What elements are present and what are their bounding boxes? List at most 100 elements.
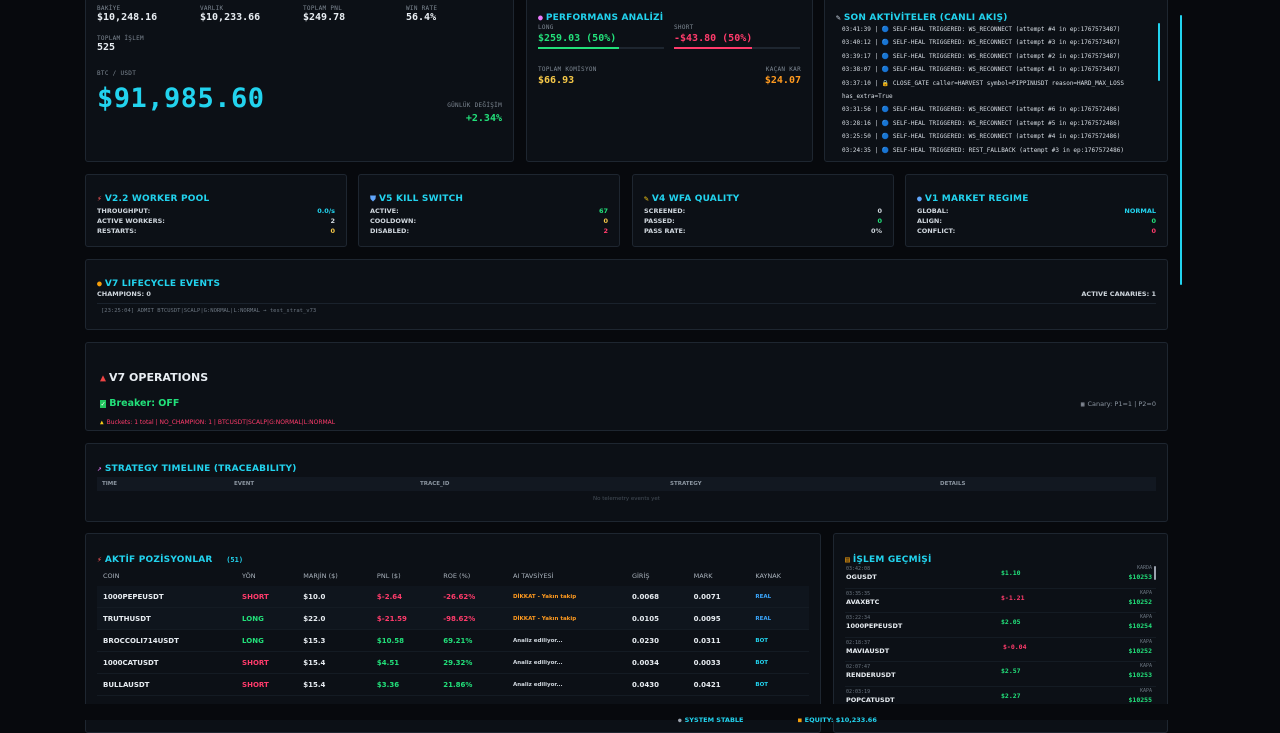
positions-col-header[interactable]: GİRİŞ <box>631 572 650 580</box>
positions-col-header[interactable]: COIN <box>103 572 120 580</box>
position-side: SHORT <box>236 586 298 608</box>
timeline-panel: ↗ STRATEGY TIMELINE (TRACEABILITY) TIME E… <box>85 443 1168 522</box>
assets-value: $10,233.66 <box>200 12 261 23</box>
position-mark: 0.0311 <box>687 629 750 652</box>
timeline-title: STRATEGY TIMELINE (TRACEABILITY) <box>104 464 297 474</box>
pencil-icon: ✎ <box>644 194 649 203</box>
position-roe: -98.62% <box>437 607 507 630</box>
canary-icon: ▦ <box>1080 401 1085 408</box>
history-coin: POPCATUSDT <box>846 695 895 704</box>
col-trace: TRACE_ID <box>420 481 450 487</box>
position-mark: 0.0033 <box>687 651 750 674</box>
history-coin: AVAXBTC <box>846 597 880 606</box>
activity-line: 03:28:16 | 🔵 SELF-HEAL TRIGGERED: WS_REC… <box>842 119 1121 127</box>
positions-panel: ⚡ AKTİF POZİSYONLAR (51) COIN YÖN MARJİN ($… <box>85 533 821 733</box>
activity-scrollbar[interactable] <box>1158 23 1160 81</box>
position-row[interactable]: BROCCOLI714USDT LONG $15.3 $10.58 69.21% Anal… <box>97 629 809 652</box>
restarts-row: RESTARTS: 0 <box>97 227 335 235</box>
position-row[interactable]: TRUTHUSDT LONG $22.0 $-21.59 -98.62% DİKKAT -… <box>97 607 809 630</box>
market-regime-panel: ● V1 MARKET REGIME GLOBAL: NORMAL ALIGN: 0 … <box>905 174 1168 247</box>
regime-align-row: ALIGN: 0 <box>917 217 1156 225</box>
positions-table: COIN YÖN MARJİN ($) PNL ($) ROE (%) AI TAVSİY… <box>97 566 809 696</box>
kill-switch-panel: ⛊ V5 KILL SWITCH ACTIVE: 67 COOLDOWN: 0 DIS… <box>358 174 620 247</box>
positions-col-header[interactable]: MARK <box>693 572 713 580</box>
page-scrollbar[interactable] <box>1180 15 1182 285</box>
positions-col-header[interactable]: MARJİN ($) <box>303 572 338 580</box>
position-entry: 0.0068 <box>625 586 688 608</box>
timeline-empty: No telemetry events yet <box>593 496 660 502</box>
position-row[interactable]: BULLAUSDT SHORT $15.4 $3.36 21.86% Analiz edi… <box>97 673 809 696</box>
active-workers-row: ACTIVE WORKERS: 2 <box>97 217 335 225</box>
long-value: $259.03 (50%) <box>538 33 617 44</box>
short-bar <box>674 47 800 49</box>
regime-title: V1 MARKET REGIME <box>924 194 1029 204</box>
activity-log[interactable]: 03:41:39 | 🔵 SELF-HEAL TRIGGERED: WS_REC… <box>842 23 1154 155</box>
history-title: İŞLEM GEÇMİŞİ <box>852 555 932 565</box>
history-item[interactable]: 02:18:37 MAVIAUSDT $-0.04 KAPA $10252 <box>845 638 1156 663</box>
positions-col-header[interactable]: YÖN <box>242 572 256 580</box>
balance-label: BAKİYE <box>97 5 121 12</box>
history-item[interactable]: 03:35:35 AVAXBTC $-1.21 KAPA $10252 <box>845 589 1156 614</box>
ks-cooldown-row: COOLDOWN: 0 <box>370 217 608 225</box>
position-margin: $15.4 <box>297 673 371 696</box>
history-item[interactable]: 03:22:34 1000PEPEUSDT $2.05 KAPA $10254 <box>845 613 1156 638</box>
status-dot-icon: ● <box>678 717 682 724</box>
positions-col-header[interactable]: KAYNAK <box>755 572 782 580</box>
lightning-icon: ⚡ <box>97 555 102 564</box>
position-coin: 1000PEPEUSDT <box>97 586 237 608</box>
positions-col-header[interactable]: PNL ($) <box>376 572 401 580</box>
balance-value: $10,248.16 <box>97 12 158 23</box>
history-pnl: $2.05 <box>1001 618 1021 627</box>
ks-disabled-row: DISABLED: 2 <box>370 227 608 235</box>
position-side: SHORT <box>236 673 298 696</box>
position-source: BOT <box>749 651 809 674</box>
active-canaries: ACTIVE CANARIES: 1 <box>1081 290 1156 298</box>
short-bar-fill <box>674 47 753 49</box>
activity-line: 03:38:07 | 🔵 SELF-HEAL TRIGGERED: WS_REC… <box>842 66 1121 74</box>
positions-col-header[interactable]: AI TAVSİYESİ <box>512 572 554 580</box>
position-margin: $22.0 <box>297 607 371 630</box>
ks-active-row: ACTIVE: 67 <box>370 207 608 215</box>
history-list[interactable]: 03:42:08 OGUSDT $1.10 KARDA $10253 03:35:35 AV… <box>845 564 1156 712</box>
col-strategy: STRATEGY <box>670 481 702 487</box>
history-item[interactable]: 03:42:08 OGUSDT $1.10 KARDA $10253 <box>845 564 1156 589</box>
siren-icon: ▲ <box>100 373 107 384</box>
btc-price: $91,985.60 <box>97 83 265 114</box>
positions-col-header[interactable]: ROE (%) <box>443 572 471 580</box>
assets-label: VARLIK <box>200 5 224 12</box>
total-trades-label: TOPLAM İŞLEM <box>97 35 144 42</box>
positions-title: AKTİF POZİSYONLAR <box>104 555 213 565</box>
pair-label: BTC / USDT <box>97 70 137 77</box>
position-entry: 0.0034 <box>625 651 688 674</box>
activity-line: 03:41:39 | 🔵 SELF-HEAL TRIGGERED: WS_REC… <box>842 26 1121 33</box>
history-time: 03:22:34 <box>846 615 871 622</box>
history-time: 02:07:47 <box>846 664 871 671</box>
operations-title: V7 OPERATIONS <box>109 371 209 384</box>
position-source: REAL <box>749 586 809 608</box>
kill-switch-title: V5 KILL SWITCH <box>379 194 464 204</box>
system-status: SYSTEM STABLE <box>684 716 744 724</box>
position-coin: TRUTHUSDT <box>97 607 237 630</box>
history-scrollbar[interactable] <box>1154 566 1156 580</box>
short-label: SHORT <box>674 24 694 31</box>
globe-icon: ● <box>917 194 922 203</box>
wfa-screened-row: SCREENED: 0 <box>644 207 882 215</box>
position-pnl: $-21.59 <box>370 607 438 630</box>
activity-line: 03:25:50 | 🔵 SELF-HEAL TRIGGERED: WS_REC… <box>842 133 1121 141</box>
position-margin: $15.4 <box>297 651 371 674</box>
account-panel: BAKİYE $10,248.16 VARLIK $10,233.66 TOPL… <box>85 0 514 162</box>
position-entry: 0.0230 <box>625 629 688 652</box>
position-advice: Analiz ediliyor... <box>506 629 626 652</box>
win-rate-label: WIN RATE <box>406 5 438 12</box>
position-row[interactable]: 1000PEPEUSDT SHORT $10.0 $-2.64 -26.62% DİKKA… <box>97 586 809 608</box>
history-coin: MAVIAUSDT <box>846 646 890 655</box>
activity-panel: ✎ SON AKTİVİTELER (CANLI AKIŞ) 03:41:39 |… <box>824 0 1168 162</box>
missed-profit-value: $24.07 <box>764 75 801 86</box>
missed-profit-label: KAÇAN KAR <box>765 66 801 73</box>
canary-info: Canary: P1=1 | P2=0 <box>1087 400 1156 408</box>
position-row[interactable]: 1000CATUSDT SHORT $15.4 $4.51 29.32% Analiz e… <box>97 651 809 674</box>
history-item[interactable]: 02:07:47 RENDERUSDT $2.57 KAPA $10253 <box>845 662 1156 687</box>
equity-status: EQUITY: $10,233.66 <box>804 716 877 724</box>
buckets-info: Buckets: 1 total | NO_CHAMPION: 1 | BTCU… <box>106 419 336 426</box>
position-coin: 1000CATUSDT <box>97 651 237 674</box>
